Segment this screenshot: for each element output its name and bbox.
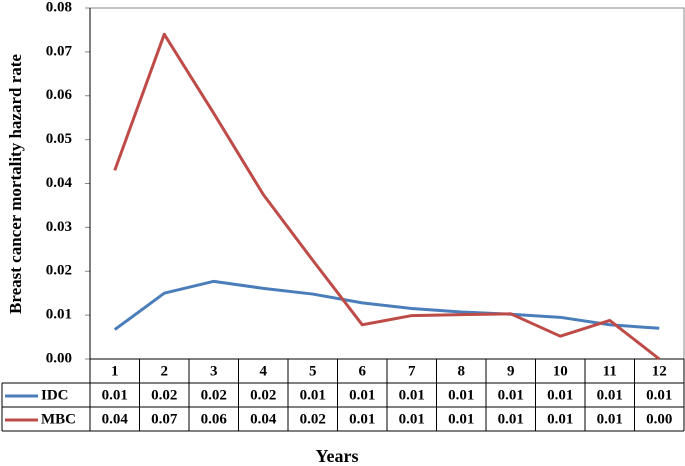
x-tick-label: 9 [507,363,515,379]
x-tick-label: 7 [408,363,416,379]
data-label: 0.01 [102,387,128,403]
y-axis-title: Breast cancer mortality hazard rate [6,54,25,314]
data-label: 0.01 [448,411,474,427]
data-label: 0.01 [300,387,326,403]
legend-label: IDC [41,387,69,403]
y-tick-label: 0.08 [46,0,72,15]
data-label: 0.01 [399,411,425,427]
x-tick-label: 4 [260,363,268,379]
x-tick-label: 6 [359,363,367,379]
y-tick-label: 0.01 [46,307,72,323]
x-tick-label: 1 [111,363,119,379]
data-label: 0.01 [399,387,425,403]
y-tick-label: 0.04 [46,175,73,191]
data-label: 0.01 [646,387,672,403]
x-tick-label: 2 [161,363,169,379]
data-label: 0.01 [597,387,623,403]
series-line [113,32,661,361]
x-tick-label: 12 [652,363,667,379]
data-label: 0.01 [547,387,573,403]
x-tick-label: 10 [553,363,568,379]
data-label: 0.07 [151,411,178,427]
data-label: 0.04 [250,411,277,427]
x-tick-label: 3 [210,363,218,379]
data-label: 0.01 [349,411,375,427]
data-label: 0.02 [250,387,276,403]
x-tick-label: 8 [458,363,466,379]
data-label: 0.02 [151,387,177,403]
data-label: 0.01 [498,387,524,403]
data-label: 0.06 [201,411,228,427]
legend-label: MBC [41,411,76,427]
data-label: 0.02 [201,387,227,403]
y-tick-label: 0.00 [46,350,72,366]
y-tick-label: 0.06 [46,87,73,103]
data-label: 0.02 [300,411,326,427]
data-label: 0.00 [646,411,672,427]
data-label: 0.01 [547,411,573,427]
data-label: 0.04 [102,411,129,427]
data-label: 0.01 [349,387,375,403]
x-tick-label: 5 [309,363,317,379]
data-label: 0.01 [597,411,623,427]
series-line [113,279,660,331]
y-tick-label: 0.03 [46,219,72,235]
data-label: 0.01 [448,387,474,403]
x-tick-label: 11 [603,363,617,379]
data-label: 0.01 [498,411,524,427]
x-axis-title: Years [316,446,359,466]
y-tick-label: 0.07 [46,43,73,59]
y-tick-label: 0.05 [46,131,72,147]
y-tick-label: 0.02 [46,263,72,279]
